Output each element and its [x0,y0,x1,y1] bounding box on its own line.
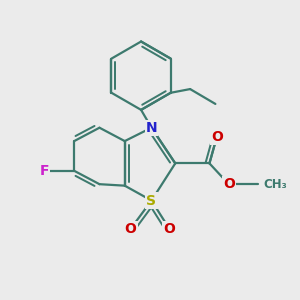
Text: O: O [125,222,136,236]
Text: O: O [223,177,235,191]
Text: CH₃: CH₃ [263,178,287,191]
Text: O: O [211,130,223,144]
Text: O: O [164,222,175,236]
Text: F: F [40,164,49,178]
Text: N: N [146,121,157,135]
Text: S: S [146,194,157,208]
